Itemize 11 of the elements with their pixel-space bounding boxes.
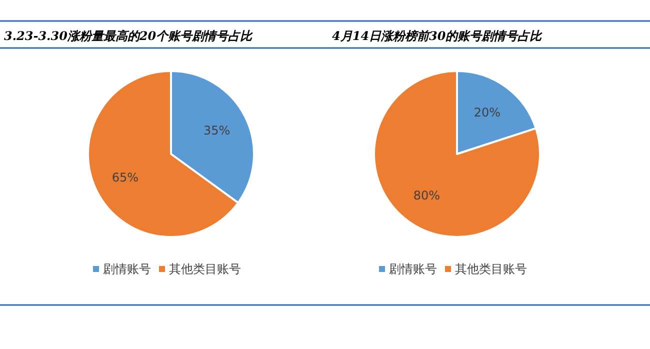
legend-label: 其他类目账号 — [169, 262, 241, 276]
data-label: 35% — [204, 124, 230, 138]
chart-title: 3.23-3.30涨粉量最高的20个账号剧情号占比 — [4, 29, 254, 43]
legend-label: 剧情账号 — [103, 262, 151, 276]
data-label: 80% — [413, 188, 440, 203]
data-label: 65% — [112, 170, 138, 184]
data-label: 20% — [474, 105, 501, 120]
pie-slice — [373, 70, 541, 238]
legend-label: 其他类目账号 — [455, 262, 527, 276]
legend-label: 剧情账号 — [389, 262, 437, 276]
chart-title: 4月14日涨粉榜前30的账号剧情号占比 — [332, 29, 543, 43]
